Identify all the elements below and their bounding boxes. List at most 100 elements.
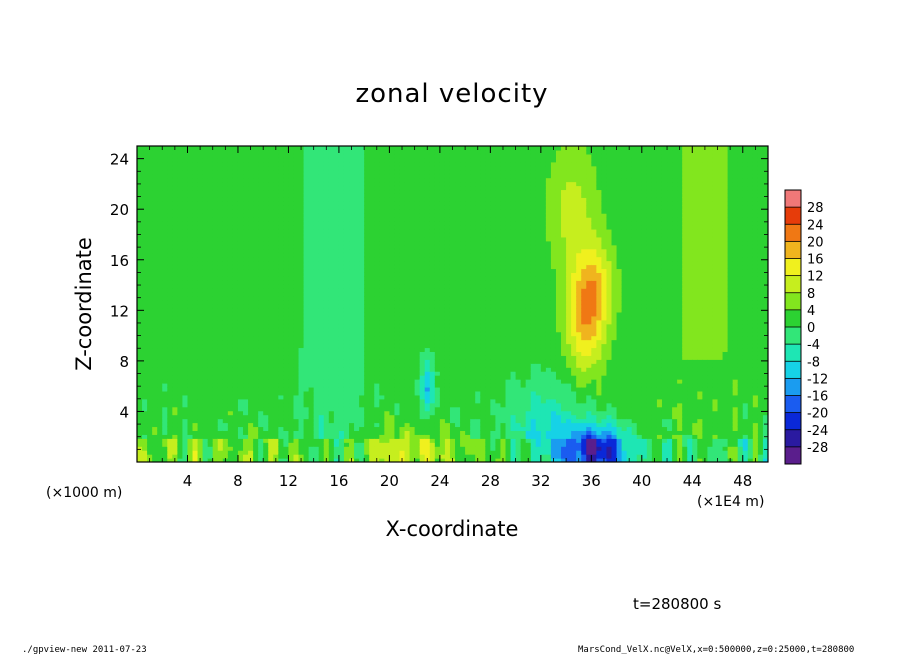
heatmap-cell (399, 193, 406, 198)
heatmap-cell (439, 284, 446, 289)
heatmap-cell (187, 185, 194, 191)
heatmap-cell (263, 394, 269, 400)
heatmap-cell (384, 252, 390, 258)
heatmap-cell (354, 402, 360, 408)
heatmap-cell (389, 284, 396, 289)
heatmap-cell (248, 228, 254, 234)
heatmap-cell (414, 339, 421, 345)
heatmap-cell (278, 264, 284, 270)
heatmap-cell (374, 244, 380, 250)
heatmap-cell (222, 221, 229, 226)
heatmap-cell (303, 390, 310, 396)
heatmap-cell (263, 252, 269, 258)
heatmap-cell (303, 414, 310, 420)
heatmap-cell (157, 367, 163, 372)
heatmap-cell (379, 284, 385, 289)
heatmap-cell (404, 458, 411, 462)
heatmap-cell (202, 221, 209, 226)
heatmap-cell (202, 288, 209, 293)
heatmap-cell (409, 288, 416, 293)
heatmap-cell (364, 367, 370, 372)
heatmap-cell (212, 252, 219, 258)
heatmap-cell (338, 438, 345, 443)
heatmap-cell (142, 169, 148, 175)
heatmap-cell (152, 442, 158, 447)
heatmap-cell (369, 260, 375, 266)
heatmap-cell (444, 430, 451, 435)
heatmap-cell (217, 319, 224, 325)
heatmap-cell (303, 375, 310, 380)
heatmap-cell (268, 446, 274, 451)
heatmap-cell (177, 272, 184, 277)
heatmap-cell (429, 300, 436, 305)
heatmap-cell (273, 252, 279, 258)
heatmap-cell (152, 240, 158, 246)
heatmap-cell (333, 244, 340, 250)
heatmap-cell (318, 256, 325, 262)
heatmap-cell (288, 161, 295, 167)
heatmap-cell (288, 319, 295, 325)
heatmap-cell (258, 225, 264, 230)
heatmap-cell (137, 418, 143, 424)
heatmap-cell (268, 252, 274, 258)
heatmap-cell (142, 438, 148, 443)
heatmap-cell (253, 458, 259, 462)
heatmap-cell (268, 205, 274, 210)
heatmap-cell (182, 225, 189, 230)
heatmap-cell (217, 228, 224, 234)
heatmap-cell (288, 414, 295, 420)
heatmap-cell (384, 394, 390, 400)
heatmap-cell (147, 177, 153, 183)
heatmap-cell (177, 390, 184, 396)
heatmap-cell (283, 450, 290, 455)
heatmap-cell (177, 260, 184, 266)
heatmap-cell (394, 371, 401, 376)
heatmap-cell (379, 339, 385, 345)
heatmap-cell (409, 406, 416, 412)
heatmap-cell (227, 280, 234, 285)
heatmap-cell (227, 442, 234, 447)
heatmap-cell (202, 149, 209, 155)
heatmap-cell (207, 276, 214, 281)
heatmap-cell (222, 414, 229, 420)
heatmap-cell (394, 165, 401, 171)
heatmap-cell (187, 284, 194, 289)
heatmap-cell (394, 343, 401, 349)
heatmap-cell (152, 272, 158, 277)
heatmap-cell (248, 304, 254, 309)
heatmap-cell (303, 276, 310, 281)
heatmap-cell (374, 319, 380, 325)
heatmap-cell (162, 386, 168, 392)
heatmap-cell (248, 256, 254, 262)
heatmap-cell (288, 406, 295, 412)
heatmap-cell (369, 458, 375, 462)
heatmap-cell (222, 355, 229, 360)
heatmap-cell (263, 161, 269, 167)
heatmap-cell (359, 221, 365, 226)
heatmap-cell (162, 438, 168, 443)
heatmap-cell (212, 450, 219, 455)
heatmap-cell (152, 173, 158, 179)
heatmap-cell (258, 442, 264, 447)
heatmap-cell (434, 363, 441, 368)
heatmap-cell (293, 442, 300, 447)
heatmap-cell (147, 339, 153, 345)
heatmap-cell (207, 410, 214, 416)
heatmap-cell (172, 177, 178, 183)
heatmap-cell (444, 343, 451, 349)
heatmap-cell (227, 244, 234, 250)
heatmap-cell (187, 221, 194, 226)
heatmap-cell (157, 276, 163, 281)
heatmap-cell (318, 458, 325, 462)
heatmap-cell (399, 260, 406, 266)
heatmap-cell (273, 193, 279, 198)
heatmap-cell (162, 454, 168, 459)
heatmap-cell (429, 193, 436, 198)
heatmap-cell (298, 402, 305, 408)
heatmap-cell (268, 260, 274, 266)
heatmap-cell (333, 153, 340, 159)
heatmap-cell (354, 343, 360, 349)
heatmap-cell (303, 228, 310, 234)
heatmap-cell (328, 394, 335, 400)
heatmap-cell (283, 446, 290, 451)
